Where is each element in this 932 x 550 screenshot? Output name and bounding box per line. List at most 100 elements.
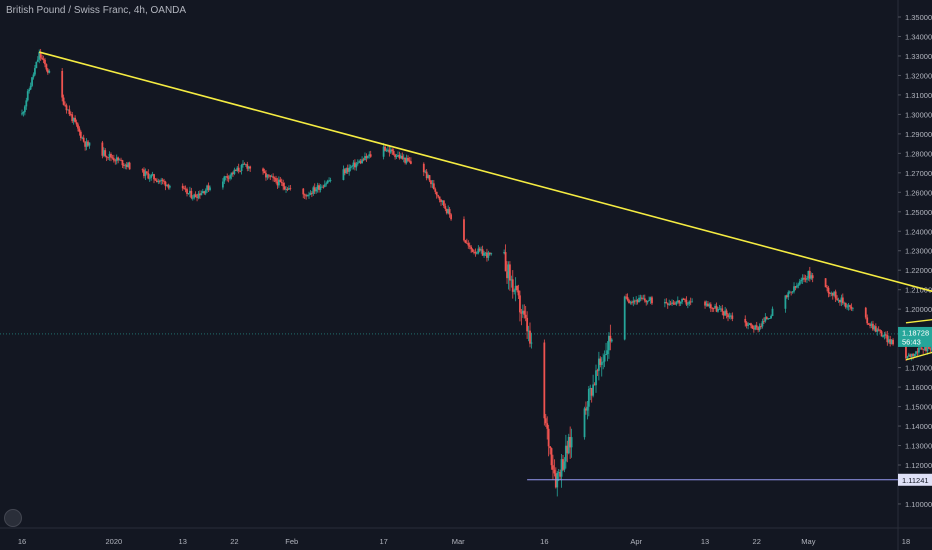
price-tick-label: 1.24000 [905,227,932,236]
candle-body [691,301,694,303]
candle-body [104,150,107,157]
candle-body [450,214,452,220]
candle-body [237,167,240,171]
candle-body [277,179,280,186]
candle-body [392,151,395,155]
candle-body [249,166,252,169]
candle-body [474,251,477,254]
candle-body [478,248,481,251]
candle-body [345,168,348,174]
candle-body [124,164,127,166]
candle-body [592,384,595,396]
candle-body [21,113,23,115]
current-price-badge [898,326,932,347]
candle-body [361,159,363,164]
candle-body [879,330,882,332]
candle-body [560,459,563,477]
candle-body [157,180,160,183]
candle-body [790,291,793,293]
candle-body [586,406,589,411]
candle-body [160,179,163,182]
candle-body [121,160,124,166]
candle-body [754,325,757,330]
candle-body [567,437,570,454]
candle-body [239,170,242,172]
candle-body [84,141,87,147]
candle-body [77,124,79,129]
candle-body [557,472,560,473]
candle-body [676,300,679,303]
candle-body [727,314,729,318]
candle-body [651,297,653,304]
candle-body [112,158,115,161]
candle-body [105,156,108,158]
candle-body [917,347,920,353]
candle-body [48,70,51,73]
candle-body [477,248,480,254]
candle-body [188,190,191,194]
candle-body [666,303,669,305]
candle-body [639,297,642,299]
candle-body [841,297,844,304]
candle-body [108,154,111,158]
candle-body [471,249,474,252]
candle-body [837,299,840,301]
candle-body [625,296,628,298]
tradingview-logo-icon[interactable] [4,509,22,527]
candle-body [668,303,671,305]
candle-body [262,168,264,172]
candle-body [279,179,282,182]
candle-body [473,251,475,253]
time-tick-label: 22 [230,537,238,546]
candle-body [705,303,708,306]
candle-body [319,186,322,190]
candle-body [366,156,369,158]
candle-body [764,317,767,322]
candle-body [794,286,797,288]
candle-body [428,175,431,181]
price-tick-label: 1.32000 [905,71,932,80]
candle-body [234,169,237,171]
candle-body [633,300,636,302]
candle-body [750,323,752,326]
candle-body [596,370,599,372]
candle-body [721,308,724,312]
candle-body [224,176,227,178]
candle-body [761,321,764,327]
candle-body [785,295,788,298]
candle-body [398,154,401,159]
candle-body [191,197,194,199]
candle-body [242,163,244,166]
candle-body [682,299,685,300]
candle-body [757,327,760,331]
candle-body [364,156,366,161]
candle-body [422,163,425,173]
candle-body [244,164,247,166]
candle-body [808,270,811,279]
candle-body [510,279,513,281]
candle-body [346,168,349,172]
candle-body [85,141,88,147]
candle-body [796,285,798,288]
time-tick-label: 13 [701,537,709,546]
candle-body [638,297,640,303]
candle-body [549,446,551,449]
candle-body [273,177,276,179]
candle-body [923,347,926,351]
candle-body [642,298,645,300]
candle-body [762,321,765,323]
time-tick-label: Mar [452,537,465,546]
price-tick-label: 1.10000 [905,500,932,509]
candle-body [230,172,233,176]
candle-body [354,162,356,168]
candle-body [68,109,71,115]
candle-body [343,169,346,174]
candle-body [206,185,209,191]
candle-body [593,384,596,386]
candle-body [74,117,76,123]
candle-body [889,339,892,344]
candle-body [31,77,33,86]
candle-body [597,358,600,371]
